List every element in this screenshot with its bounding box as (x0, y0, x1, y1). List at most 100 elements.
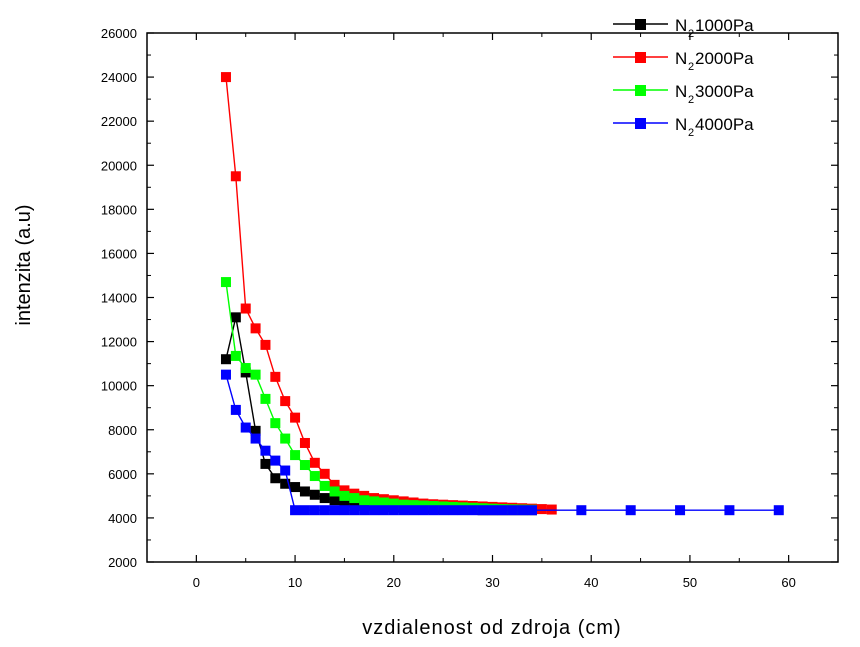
legend-label-main: N (675, 16, 687, 35)
series-3 (220, 369, 784, 516)
data-point (230, 312, 241, 323)
data-point (438, 505, 449, 516)
y-tick-label: 18000 (101, 202, 137, 217)
data-point (369, 496, 380, 507)
data-point (319, 468, 330, 479)
data-point (240, 363, 251, 374)
data-point (240, 422, 251, 433)
data-point (625, 505, 636, 516)
y-tick-label: 8000 (108, 423, 137, 438)
legend-label-rest: 3000Pa (695, 82, 754, 101)
data-point (507, 505, 518, 516)
legend-label-main: N (675, 115, 687, 134)
data-point (349, 498, 360, 509)
data-point (319, 493, 330, 504)
data-point (309, 457, 320, 468)
data-point (309, 489, 320, 500)
data-point (280, 478, 291, 489)
data-point (299, 460, 310, 471)
legend-label-subscript: 2 (688, 94, 694, 106)
data-point (428, 505, 439, 516)
x-tick-label: 30 (485, 575, 499, 590)
data-point (280, 396, 291, 407)
data-point (526, 505, 537, 516)
x-tick-label: 20 (387, 575, 401, 590)
data-point (359, 495, 370, 506)
legend-label-subscript: 2 (688, 127, 694, 139)
y-tick-label: 16000 (101, 246, 137, 261)
series-1 (220, 72, 557, 515)
data-point (487, 505, 498, 516)
data-point (280, 433, 291, 444)
data-point (339, 505, 350, 516)
data-point (290, 505, 301, 516)
data-point (477, 505, 488, 516)
data-point (339, 497, 350, 508)
data-point (250, 323, 261, 334)
data-point (329, 495, 340, 506)
legend-swatch-marker (635, 118, 646, 129)
data-point (349, 505, 360, 516)
data-point (398, 499, 409, 510)
data-point (260, 339, 271, 350)
data-point (497, 505, 508, 516)
data-point (270, 455, 281, 466)
y-tick-label: 4000 (108, 511, 137, 526)
y-tick-label: 2000 (108, 555, 137, 570)
y-tick-label: 22000 (101, 114, 137, 129)
data-point (517, 505, 528, 516)
data-point (388, 498, 399, 509)
data-point (378, 497, 389, 508)
legend-swatch-marker (635, 52, 646, 63)
data-point (299, 505, 310, 516)
y-tick-label: 26000 (101, 26, 137, 41)
legend-swatch-marker (635, 85, 646, 96)
data-point (398, 505, 409, 516)
data-point (270, 371, 281, 382)
data-point (536, 504, 547, 515)
x-tick-label: 50 (683, 575, 697, 590)
legend-label-subscript: 2 (688, 28, 694, 40)
data-point (299, 437, 310, 448)
data-point (290, 450, 301, 461)
legend-label-rest: 4000Pa (695, 115, 754, 134)
legend-label-main: N (675, 49, 687, 68)
data-point (675, 505, 686, 516)
y-tick-label: 6000 (108, 467, 137, 482)
data-point (359, 505, 370, 516)
y-tick-label: 12000 (101, 335, 137, 350)
plot-frame (146, 32, 839, 563)
data-point (319, 505, 330, 516)
data-point (290, 482, 301, 493)
data-point (388, 505, 399, 516)
data-point (448, 505, 459, 516)
legend-label-main: N (675, 82, 687, 101)
data-point (280, 465, 291, 476)
data-point (309, 471, 320, 482)
data-point (339, 490, 350, 501)
series-2 (220, 277, 537, 515)
data-point (250, 369, 261, 380)
data-point (220, 354, 231, 365)
axes: 2000 4000 6000 8000 10000 12000 14000 16000 1800… (101, 26, 839, 590)
data-point (230, 171, 241, 182)
data-point (230, 404, 241, 415)
data-point (260, 445, 271, 456)
data-point (319, 480, 330, 491)
data-point (240, 303, 251, 314)
data-point (378, 505, 389, 516)
series-group (220, 72, 784, 516)
legend-label-subscript: 2 (688, 61, 694, 73)
series-line (225, 77, 552, 511)
data-point (773, 505, 784, 516)
y-tick-label: 20000 (101, 158, 137, 173)
data-point (349, 493, 360, 504)
data-point (260, 458, 271, 469)
data-point (329, 486, 340, 497)
y-tick-label: 14000 (101, 291, 137, 306)
y-tick-label: 10000 (101, 379, 137, 394)
x-tick-label: 10 (288, 575, 302, 590)
legend-label-rest: 2000Pa (695, 49, 754, 68)
data-point (408, 505, 419, 516)
